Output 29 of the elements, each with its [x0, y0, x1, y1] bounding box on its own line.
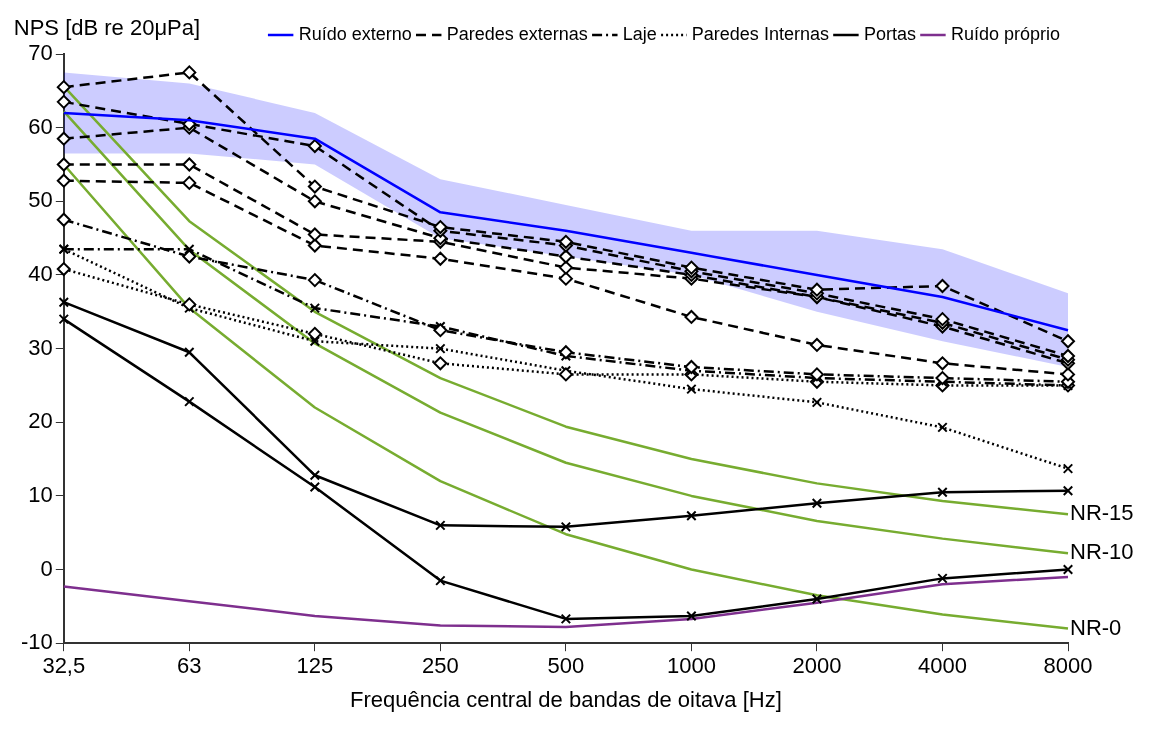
y-tick-label: 50 [28, 187, 53, 213]
x-tick-label: 500 [547, 653, 585, 679]
legend-label: Portas [863, 23, 916, 44]
x-tick-label: 250 [422, 653, 459, 679]
x-tick-label: 63 [177, 653, 202, 679]
legend-label: Paredes Internas [691, 23, 829, 44]
annotation: NR-0 [1070, 614, 1122, 640]
y-tick-label: 30 [28, 334, 53, 360]
y-tick-label: 10 [28, 481, 53, 507]
y-tick-label: 60 [28, 113, 53, 139]
x-tick-label: 8000 [1043, 653, 1093, 679]
x-axis-title: Frequência central de bandas de oitava [Hz] [350, 686, 782, 712]
y-tick-label: 0 [40, 555, 53, 581]
x-tick-label: 125 [296, 653, 334, 679]
legend-label: Ruído próprio [950, 23, 1061, 44]
y-tick-label: 20 [28, 408, 53, 434]
annotation: NR-15 [1070, 500, 1134, 526]
y-tick-label: -10 [21, 629, 53, 655]
x-tick-label: 2000 [792, 653, 842, 679]
legend-label: Ruído externo [298, 23, 412, 44]
legend-label: Paredes externas [446, 23, 588, 44]
y-axis-title: NPS [dB re 20μPa] [13, 15, 201, 41]
x-tick-label: 32,5 [42, 653, 86, 679]
x-tick-label: 4000 [918, 653, 967, 679]
x-tick-label: 1000 [666, 653, 716, 679]
legend-label: Laje [622, 23, 657, 44]
y-tick-label: 70 [28, 40, 53, 66]
y-tick-label: 40 [28, 261, 53, 287]
annotation: NR-10 [1070, 539, 1134, 565]
